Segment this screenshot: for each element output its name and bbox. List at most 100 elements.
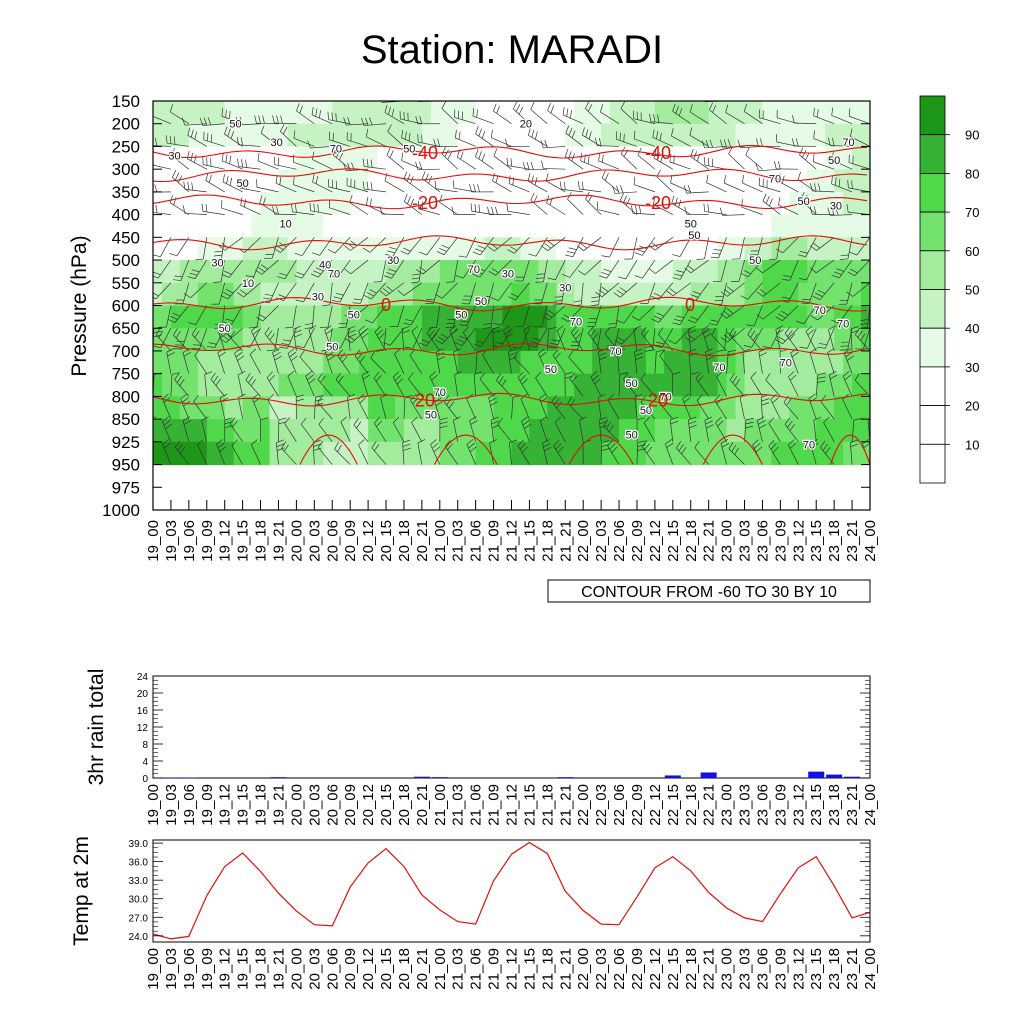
humidity-cell (664, 419, 674, 442)
humidity-cell (583, 442, 593, 465)
x-tick-label: 19_09 (199, 784, 216, 826)
humidity-cell (673, 283, 683, 306)
humidity-cell (682, 419, 692, 442)
humidity-cell (798, 237, 808, 260)
humidity-cell (449, 283, 459, 306)
humidity-cell (870, 192, 880, 215)
humidity-cell (745, 351, 755, 374)
humidity-cell (243, 192, 253, 215)
humidity-cell (485, 237, 495, 260)
humidity-cell (413, 215, 423, 238)
humidity-cell (583, 396, 593, 419)
temperature-axis-label: Temp at 2m (70, 836, 93, 946)
humidity-label: 50 (798, 196, 810, 208)
wind-barb-flag (142, 444, 147, 450)
humidity-cell (278, 283, 288, 306)
humidity-cell (494, 192, 504, 215)
humidity-cell (825, 215, 835, 238)
humidity-cell (261, 328, 271, 351)
humidity-cell (583, 283, 593, 306)
humidity-cell (745, 215, 755, 238)
humidity-label: 30 (168, 151, 180, 163)
y-tick-label: 24.0 (129, 932, 149, 943)
wind-barb-flag (530, 87, 531, 95)
humidity-cell (314, 215, 324, 238)
humidity-cell (243, 306, 253, 329)
humidity-cell (243, 328, 253, 351)
humidity-cell (861, 237, 871, 260)
humidity-cell (870, 124, 880, 147)
humidity-cell (377, 215, 387, 238)
humidity-cell (610, 215, 620, 238)
humidity-label: 50 (828, 155, 840, 167)
humidity-cell (305, 396, 315, 419)
colorbar-segment (920, 367, 945, 406)
temperature-contour-label: -20 (412, 193, 438, 213)
humidity-cell (565, 328, 575, 351)
humidity-cell (368, 215, 378, 238)
x-tick-label: 20_06 (324, 784, 341, 826)
wind-barb (759, 96, 780, 101)
x-tick-label: 21_09 (486, 784, 503, 826)
humidity-cell (413, 419, 423, 442)
humidity-cell (386, 215, 396, 238)
humidity-cell (278, 237, 288, 260)
x-tick-label: 22_09 (629, 948, 646, 990)
humidity-cell (682, 374, 692, 397)
humidity-cell (870, 396, 880, 419)
humidity-cell (368, 237, 378, 260)
x-tick-label: 22_15 (665, 948, 682, 990)
wind-barb-flag (814, 93, 816, 101)
y-tick-label: 8 (142, 740, 148, 751)
x-tick-label: 19_15 (235, 948, 252, 990)
x-tick-label: 21_00 (432, 948, 449, 990)
humidity-label: 70 (837, 319, 849, 331)
x-tick-label: 23_09 (772, 784, 789, 826)
time-tick-label: 23_21 (844, 520, 861, 562)
humidity-cell (440, 101, 450, 124)
humidity-cell (655, 442, 665, 465)
humidity-cell (368, 396, 378, 419)
humidity-cell (673, 169, 683, 192)
wind-barb-flag (497, 83, 500, 90)
humidity-cell (736, 146, 746, 169)
humidity-cell (709, 396, 719, 419)
humidity-label: 70 (434, 387, 446, 399)
humidity-label: 50 (348, 310, 360, 322)
humidity-cell (745, 374, 755, 397)
humidity-cell (153, 283, 163, 306)
wind-barb-flag (599, 93, 601, 101)
humidity-cell (171, 215, 181, 238)
humidity-cell (270, 283, 280, 306)
humidity-label: 70 (468, 264, 480, 276)
time-tick-label: 21_03 (450, 520, 467, 562)
humidity-cell (261, 101, 271, 124)
humidity-cell (225, 374, 235, 397)
time-tick-label: 19_12 (217, 520, 234, 562)
humidity-cell (834, 283, 844, 306)
humidity-cell (171, 351, 181, 374)
humidity-cell (395, 419, 405, 442)
wind-barb (142, 260, 153, 279)
humidity-cell (252, 146, 262, 169)
time-tick-label: 22_15 (665, 520, 682, 562)
humidity-fill (153, 101, 880, 465)
humidity-cell (162, 260, 172, 283)
humidity-label: 50 (229, 119, 241, 131)
humidity-cell (538, 124, 548, 147)
colorbar-segment (920, 212, 945, 251)
pressure-tick-label: 650 (112, 319, 140, 338)
wind-barb-flag (326, 93, 328, 101)
humidity-cell (386, 351, 396, 374)
humidity-cell (745, 192, 755, 215)
humidity-cell (709, 101, 719, 124)
humidity-cell (287, 237, 297, 260)
page-title: Station: MARADI (0, 28, 1024, 73)
x-tick-label: 19_15 (235, 784, 252, 826)
humidity-cell (314, 146, 324, 169)
humidity-cell (458, 283, 468, 306)
humidity-cell (816, 124, 826, 147)
humidity-label: 70 (842, 137, 854, 149)
